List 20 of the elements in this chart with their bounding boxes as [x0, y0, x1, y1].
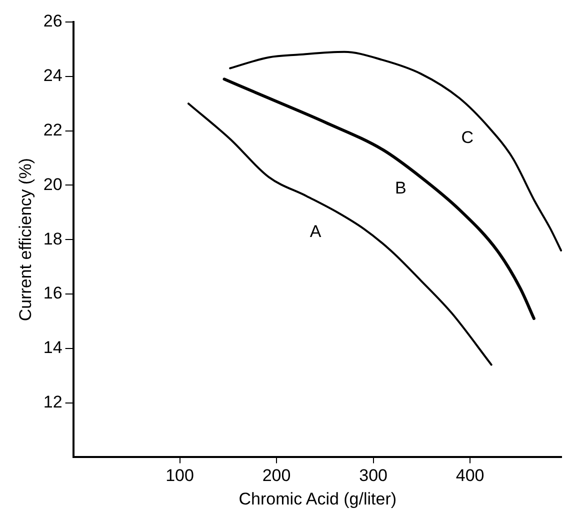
line-series [187, 102, 492, 366]
series-label: A [310, 222, 322, 242]
y-tick-label: 18 [43, 229, 62, 248]
y-tick-label: 14 [43, 338, 62, 358]
y-tick-label: 20 [43, 174, 62, 194]
x-axis-title: Chromic Acid (g/liter) [238, 489, 397, 508]
series-label: B [395, 178, 406, 198]
y-tick-label: 24 [43, 66, 62, 86]
y-tick-label: 22 [43, 120, 62, 140]
line-series [229, 50, 562, 252]
y-tick-label: 16 [43, 284, 62, 303]
series-label: C [461, 128, 474, 147]
x-tick-label: 400 [456, 466, 484, 486]
line-series [222, 78, 536, 320]
x-tick-label: 100 [166, 466, 194, 486]
y-tick-label: 12 [43, 392, 62, 412]
x-tick-label: 200 [262, 466, 291, 486]
x-tick-label: 300 [359, 466, 388, 486]
y-tick-label: 26 [43, 12, 62, 31]
y-axis-title: Current efficiency (%) [16, 158, 35, 322]
